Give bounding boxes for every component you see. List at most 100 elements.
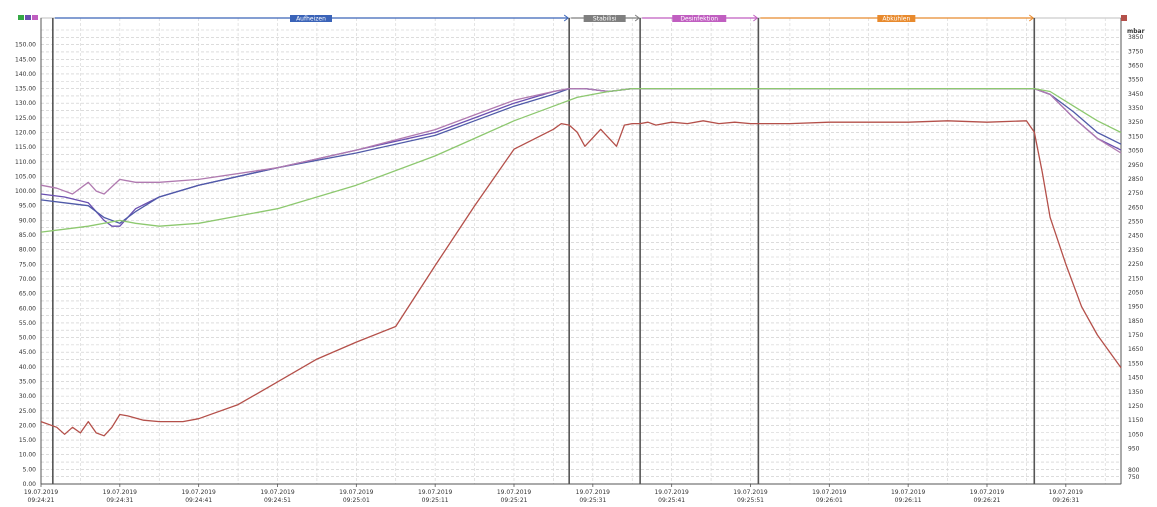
right-tick-label: 3050 (1128, 148, 1143, 155)
x-tick-time: 09:26:01 (816, 497, 843, 504)
x-tick-time: 09:25:51 (737, 497, 764, 504)
right-tick-label: 3650 (1128, 62, 1143, 69)
left-tick-label: 25.00 (19, 408, 36, 415)
series-lines (40, 87, 1122, 437)
left-tick-label: 40.00 (19, 364, 36, 371)
right-axis-unit-label: mbar (1127, 28, 1145, 35)
phase-bar-arrow (753, 14, 759, 22)
left-axis: 0.00 5.00 10.00 15.00 20.00 25.00 30.00 35.00 40… (15, 18, 42, 488)
x-tick-time: 09:24:21 (28, 497, 55, 504)
right-tick-label: 1550 (1128, 360, 1143, 367)
left-tick-label: 85.00 (19, 232, 36, 239)
right-tick-label: 800 (1128, 467, 1140, 474)
legend-marker-purple[interactable] (25, 15, 31, 20)
x-tick-time: 09:26:21 (974, 497, 1001, 504)
left-tick-label: 50.00 (19, 335, 36, 342)
right-tick-label: 950 (1128, 446, 1140, 453)
x-tick-date: 19.07.2019 (497, 489, 532, 496)
left-tick-label: 135.00 (15, 86, 36, 93)
x-tick-date: 19.07.2019 (103, 489, 138, 496)
right-tick-label: 3150 (1128, 133, 1143, 140)
right-tick-label: 2250 (1128, 261, 1143, 268)
grid (40, 17, 1122, 485)
right-tick-label: 2350 (1128, 247, 1143, 254)
right-tick-label: 3250 (1128, 119, 1143, 126)
phase-label: Stabilisi (593, 16, 617, 23)
left-tick-label: 140.00 (15, 71, 36, 78)
right-tick-label: 2050 (1128, 289, 1143, 296)
x-tick-date: 19.07.2019 (24, 489, 59, 496)
left-tick-label: 115.00 (15, 144, 36, 151)
legend-markers[interactable] (18, 15, 1127, 21)
x-tick-date: 19.07.2019 (812, 489, 847, 496)
right-tick-label: 2850 (1128, 176, 1143, 183)
x-tick-date: 19.07.2019 (1049, 489, 1084, 496)
phase-label: Abkühlen (882, 16, 910, 23)
right-tick-label: 750 (1128, 474, 1140, 481)
left-tick-label: 120.00 (15, 130, 36, 137)
series-line (40, 120, 1122, 437)
right-tick-label: 2150 (1128, 275, 1143, 282)
x-tick-time: 09:24:31 (106, 497, 133, 504)
left-tick-label: 45.00 (19, 349, 36, 356)
phase-bar-arrow (634, 14, 640, 22)
x-tick-time: 09:24:51 (264, 497, 291, 504)
right-tick-label: 3550 (1128, 77, 1143, 84)
x-tick-date: 19.07.2019 (891, 489, 926, 496)
x-tick-time: 09:26:11 (895, 497, 922, 504)
left-tick-label: 65.00 (19, 291, 36, 298)
left-tick-label: 105.00 (15, 173, 36, 180)
left-tick-label: 70.00 (19, 276, 36, 283)
right-tick-label: 1450 (1128, 375, 1143, 382)
right-tick-label: 1350 (1128, 389, 1143, 396)
left-tick-label: 130.00 (15, 100, 36, 107)
legend-marker-green[interactable] (18, 15, 24, 20)
left-tick-label: 90.00 (19, 217, 36, 224)
phase-bar-arrow (1028, 14, 1035, 22)
x-tick-date: 19.07.2019 (418, 489, 453, 496)
phase-label: Aufheizen (296, 16, 326, 23)
x-axis: 19.07.201909:24:2119.07.201909:24:3119.0… (24, 483, 1121, 504)
phase-label-box (877, 15, 916, 22)
left-tick-label: 75.00 (19, 261, 36, 268)
phase-label-box (290, 15, 332, 22)
phase-bar-arrow (563, 14, 570, 22)
left-tick-label: 95.00 (19, 203, 36, 210)
left-tick-label: 55.00 (19, 320, 36, 327)
right-tick-label: 1950 (1128, 304, 1143, 311)
x-tick-date: 19.07.2019 (654, 489, 689, 496)
left-tick-label: 35.00 (19, 378, 36, 385)
left-tick-label: 5.00 (23, 466, 37, 473)
x-tick-time: 09:25:31 (579, 497, 606, 504)
right-tick-label: 3450 (1128, 91, 1143, 98)
left-tick-label: 60.00 (19, 305, 36, 312)
x-tick-time: 09:24:41 (185, 497, 212, 504)
legend-marker-pink[interactable] (32, 15, 38, 20)
left-tick-label: 15.00 (19, 437, 36, 444)
x-tick-date: 19.07.2019 (970, 489, 1005, 496)
right-marker-red[interactable] (1121, 15, 1127, 21)
x-tick-date: 19.07.2019 (576, 489, 611, 496)
right-tick-label: 3350 (1128, 105, 1143, 112)
left-tick-label: 10.00 (19, 452, 36, 459)
x-tick-date: 19.07.2019 (339, 489, 374, 496)
x-tick-date: 19.07.2019 (260, 489, 295, 496)
left-tick-label: 100.00 (15, 188, 36, 195)
right-tick-label: 1250 (1128, 403, 1143, 410)
right-tick-label: 1750 (1128, 332, 1143, 339)
right-tick-label: 1850 (1128, 318, 1143, 325)
right-tick-label: 2550 (1128, 219, 1143, 226)
x-tick-date: 19.07.2019 (733, 489, 768, 496)
phase-label-box (583, 15, 626, 22)
right-tick-label: 2950 (1128, 162, 1143, 169)
left-tick-label: 0.00 (23, 481, 37, 488)
left-tick-label: 80.00 (19, 247, 36, 254)
phase-label: Desinfektion (680, 16, 718, 23)
right-tick-label: 1650 (1128, 346, 1143, 353)
x-tick-time: 09:25:01 (343, 497, 370, 504)
right-tick-label: 2750 (1128, 190, 1143, 197)
